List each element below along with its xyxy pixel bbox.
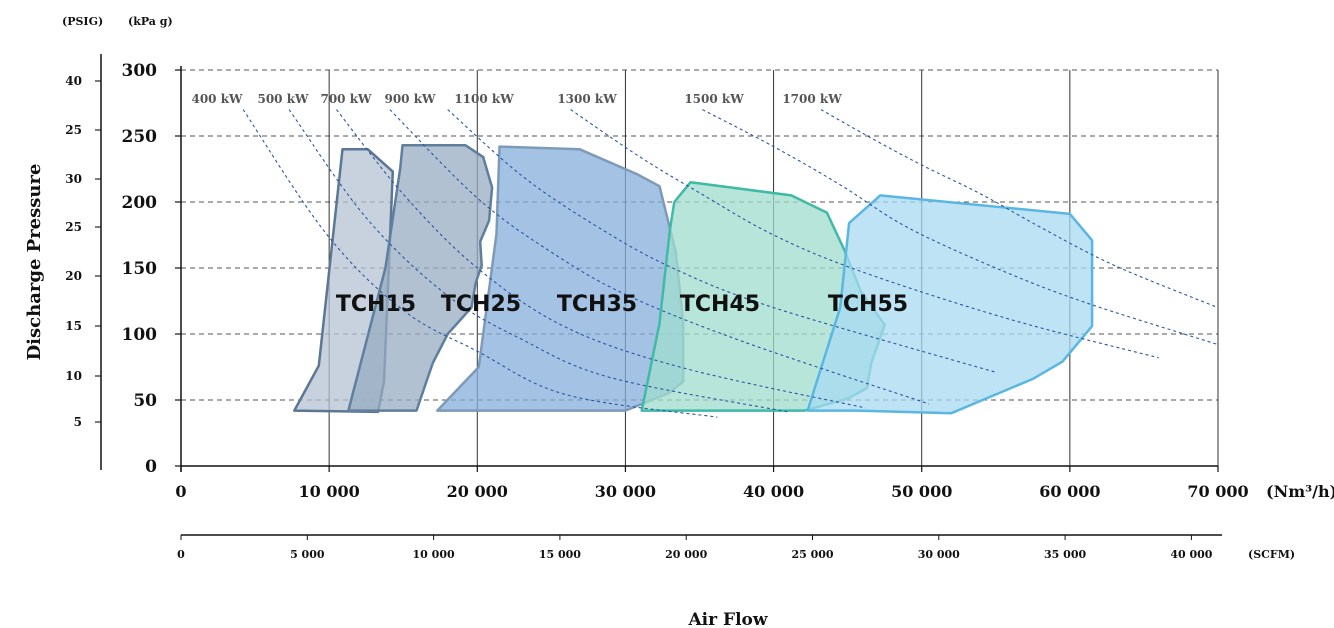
x-tick-label: 10 000 (299, 482, 360, 501)
series-label: TCH45 (680, 292, 760, 317)
scfm-tick-label: 0 (177, 548, 185, 561)
power-curve (702, 109, 1219, 346)
scfm-tick-label: 30 000 (918, 548, 960, 561)
operating-envelopes (293, 143, 1094, 415)
psig-unit-label: (PSIG) (62, 15, 103, 28)
scfm-tick-label: 10 000 (413, 548, 455, 561)
y-tick-label: 50 (133, 391, 157, 411)
x-tick-label: 30 000 (595, 482, 656, 501)
power-curve-label: 1700 kW (782, 92, 842, 106)
scfm-tick-label: 20 000 (665, 548, 707, 561)
power-curve-label: 500 kW (257, 92, 309, 106)
envelope-tch55 (806, 194, 1094, 415)
psig-tick-label: 10 (65, 369, 82, 383)
kpa-unit-label: (kPa g) (128, 15, 173, 28)
psig-tick-label: 40 (65, 74, 82, 88)
x-tick-label: 0 (175, 482, 186, 501)
psig-tick-label: 5 (74, 415, 82, 429)
y-tick-label: 100 (122, 325, 158, 345)
series-label: TCH25 (441, 292, 521, 317)
scfm-tick-label: 25 000 (791, 548, 833, 561)
x-tick-label: 50 000 (891, 482, 952, 501)
series-label: TCH35 (557, 292, 637, 317)
scfm-tick-label: 40 000 (1170, 548, 1212, 561)
power-curve (389, 109, 930, 405)
labels: Discharge Pressure Air Flow (PSIG) (kPa … (24, 15, 1334, 628)
power-curve-label: 900 kW (384, 92, 436, 106)
y-axis-label: Discharge Pressure (24, 164, 45, 361)
nm3h-unit-label: (Nm³/h) (1266, 482, 1334, 501)
scfm-tick-label: 5 000 (290, 548, 325, 561)
series-label: TCH15 (336, 292, 416, 317)
psig-tick-label: 15 (65, 319, 82, 333)
power-curve (242, 109, 718, 418)
psig-tick-label: 25 (65, 220, 82, 234)
scfm-tick-label: 35 000 (1044, 548, 1086, 561)
scfm-tick-label: 15 000 (539, 548, 581, 561)
y-tick-label: 150 (122, 259, 158, 279)
power-curve-label: 700 kW (320, 92, 372, 106)
y-tick-label: 200 (122, 193, 158, 213)
power-curve-label: 400 kW (191, 92, 243, 106)
power-curve (336, 109, 866, 409)
psig-tick-label: 20 (65, 269, 82, 283)
power-curve-label: 1300 kW (557, 92, 617, 106)
power-curve (447, 109, 996, 373)
y-tick-label: 250 (122, 127, 158, 147)
series-label: TCH55 (828, 292, 908, 317)
power-curve-label: 1500 kW (684, 92, 744, 106)
x-tick-label: 60 000 (1039, 482, 1100, 501)
x-tick-label: 40 000 (743, 482, 804, 501)
scfm-unit-label: (SCFM) (1248, 548, 1295, 561)
envelope-tch25 (347, 143, 494, 412)
psig-tick-label: 30 (65, 172, 82, 186)
x-axis-label: Air Flow (687, 610, 767, 628)
psig-tick-label: 25 (65, 123, 82, 137)
power-curve (570, 109, 1159, 359)
power-curves (242, 109, 1219, 418)
x-tick-label: 70 000 (1187, 482, 1248, 501)
power-curve-label: 1100 kW (454, 92, 514, 106)
x-tick-label: 20 000 (447, 482, 508, 501)
y-tick-label: 0 (145, 457, 157, 477)
y-tick-label: 300 (122, 61, 158, 81)
